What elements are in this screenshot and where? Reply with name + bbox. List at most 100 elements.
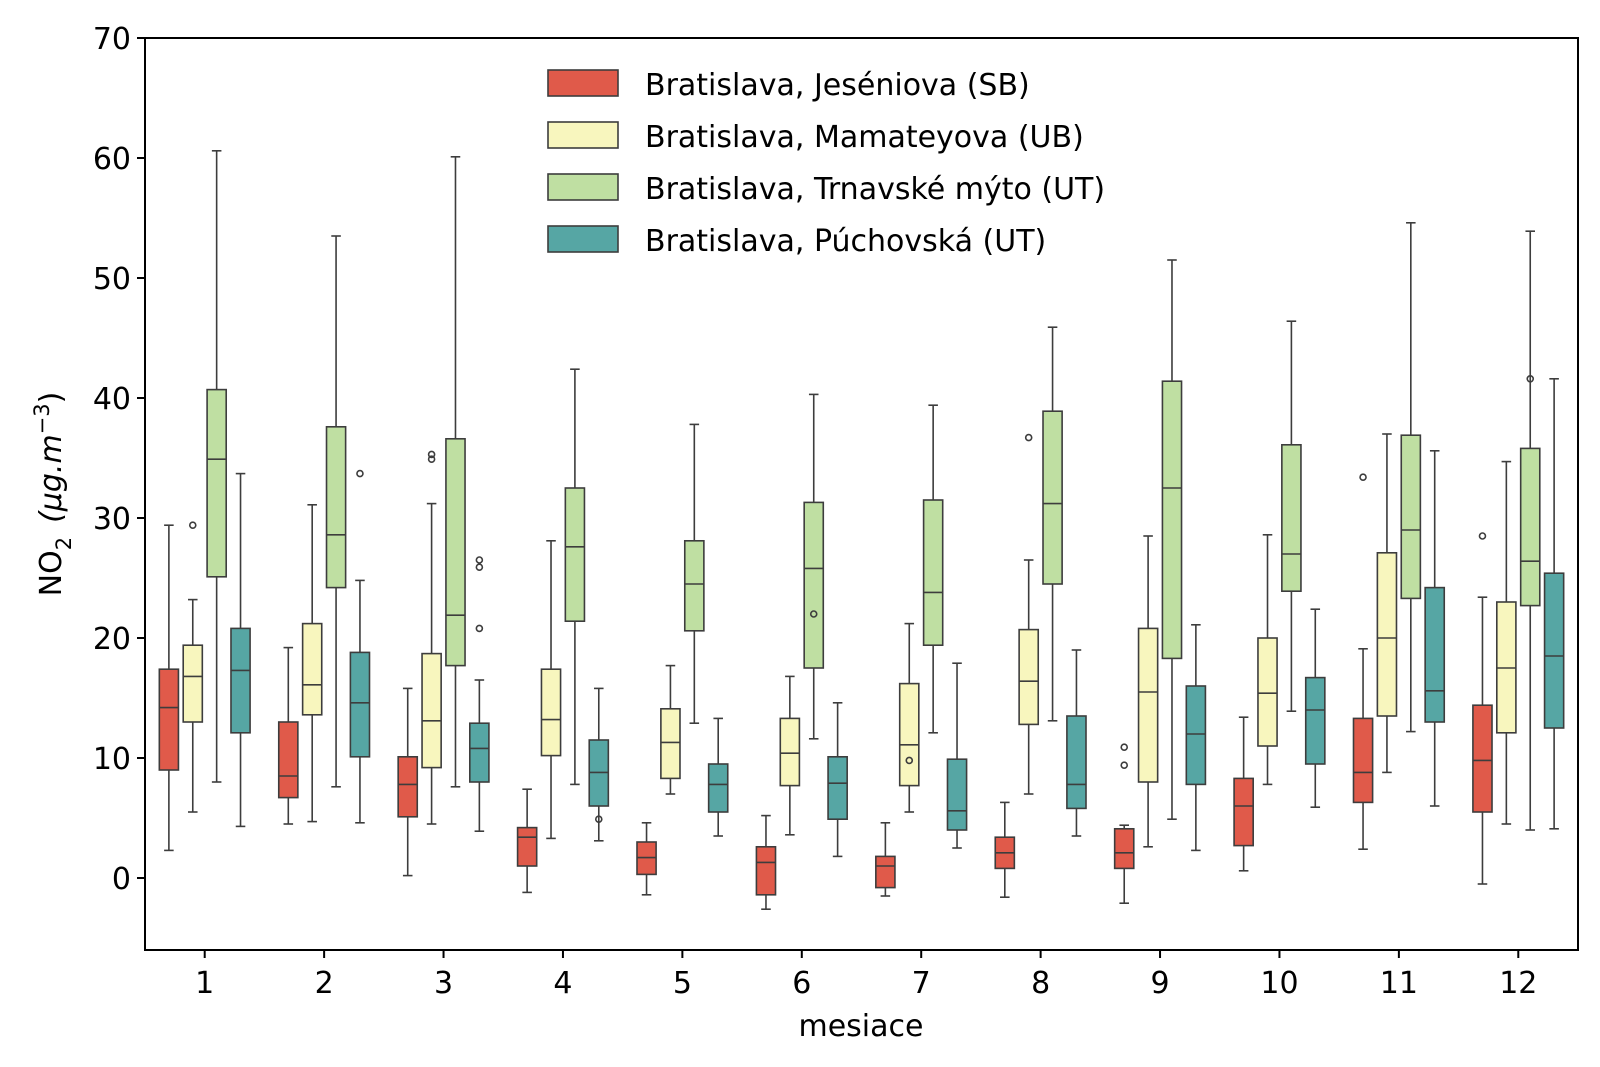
box-iqr [397, 755, 419, 818]
outlier-point [356, 469, 364, 478]
x-tick-label: 3 [434, 966, 453, 1001]
box-iqr [1376, 551, 1398, 717]
box-iqr [1257, 637, 1278, 747]
box-Bratislava, Trnavské mýto (UT)-6 [803, 393, 825, 740]
box-Bratislava, Mamateyova (UB)-5 [660, 664, 681, 795]
box-Bratislava, Trnavské mýto (UT)-12 [1519, 230, 1541, 831]
box-Bratislava, Púchovská (UT)-12 [1543, 377, 1565, 830]
box-Bratislava, Jeséniova (SB)-5 [636, 821, 657, 896]
box-Bratislava, Mamateyova (UB)-10 [1257, 533, 1278, 786]
box-iqr [1137, 627, 1159, 783]
box-iqr [803, 501, 825, 669]
x-axis-title: mesiace [799, 1009, 924, 1044]
outlier-point [809, 610, 818, 618]
x-tick-label: 1 [195, 966, 214, 1001]
box-iqr [1352, 717, 1374, 804]
box-Bratislava, Mamateyova (UB)-8 [1018, 433, 1040, 795]
box-iqr [230, 627, 251, 734]
box-Bratislava, Mamateyova (UB)-3 [421, 450, 442, 825]
box-iqr [898, 682, 920, 787]
y-tick-label: 20 [93, 622, 131, 657]
box-Bratislava, Mamateyova (UB)-4 [540, 539, 562, 840]
box-Bratislava, Púchovská (UT)-11 [1424, 449, 1446, 807]
box-Bratislava, Trnavské mýto (UT)-10 [1281, 320, 1302, 713]
x-tick-label: 4 [553, 966, 572, 1001]
outlier-point [475, 556, 484, 564]
outlier-point [1478, 532, 1487, 540]
x-tick-label: 8 [1031, 966, 1050, 1001]
outlier-point [905, 756, 914, 765]
box-Bratislava, Púchovská (UT)-6 [827, 701, 848, 858]
box-Bratislava, Trnavské mýto (UT)-1 [206, 150, 228, 783]
box-iqr [1233, 777, 1254, 847]
outlier-point [475, 624, 484, 633]
box-iqr [469, 722, 490, 783]
box-Bratislava, Mamateyova (UB)-2 [301, 503, 323, 823]
outlier-point [188, 521, 197, 530]
box-Bratislava, Púchovská (UT)-5 [707, 717, 729, 837]
box-Bratislava, Jeséniova (SB)-4 [516, 788, 538, 894]
y-tick-label: 50 [93, 262, 131, 297]
x-tick-label: 10 [1260, 966, 1298, 1001]
legend-item: Bratislava, Mamateyova (UB) [547, 120, 1084, 155]
box-iqr [1185, 685, 1207, 786]
y-axis-title-close: ) [34, 392, 69, 404]
box-Bratislava, Trnavské mýto (UT)-9 [1161, 259, 1183, 821]
box-Bratislava, Jeséniova (SB)-12 [1472, 532, 1493, 885]
box-iqr [1304, 676, 1326, 765]
y-tick-label: 0 [112, 862, 131, 897]
outlier-point [427, 455, 436, 464]
box-Bratislava, Púchovská (UT)-9 [1185, 623, 1207, 852]
plot-frame [144, 37, 1579, 951]
box-iqr [1400, 434, 1422, 600]
y-axis-title-main: NO [34, 550, 69, 596]
y-axis-title-unit: (μg.m [34, 434, 69, 523]
box-iqr [349, 651, 371, 758]
box-Bratislava, Jeséniova (SB)-3 [397, 687, 419, 877]
box-Bratislava, Púchovská (UT)-7 [946, 662, 968, 849]
y-tick-label: 10 [93, 742, 131, 777]
box-iqr [445, 437, 466, 667]
legend-item: Bratislava, Trnavské mýto (UT) [547, 172, 1105, 207]
box-Bratislava, Mamateyova (UB)-6 [779, 675, 801, 836]
box-Bratislava, Trnavské mýto (UT)-3 [445, 156, 466, 788]
x-tick-label: 11 [1380, 966, 1418, 1001]
box-iqr [564, 487, 586, 622]
box-iqr [516, 826, 538, 867]
x-tick-label: 2 [315, 966, 334, 1001]
box-iqr [946, 758, 968, 831]
x-tick-label: 5 [673, 966, 692, 1001]
box-Bratislava, Trnavské mýto (UT)-4 [564, 368, 586, 786]
y-tick-label: 30 [93, 502, 131, 537]
box-iqr [1472, 704, 1493, 813]
y-axis-title: NO2 (μg.m−3) [30, 392, 76, 597]
box-iqr [1543, 572, 1565, 729]
y-tick-label: 60 [93, 142, 131, 177]
box-Bratislava, Mamateyova (UB)-1 [182, 521, 204, 813]
outlier-point [427, 450, 436, 459]
box-Bratislava, Trnavské mýto (UT)-2 [325, 235, 347, 788]
y-axis: 0 10 20 30 40 50 60 70 [93, 22, 145, 897]
box-Bratislava, Trnavské mýto (UT)-11 [1400, 222, 1422, 733]
box-iqr [922, 499, 944, 646]
box-iqr [755, 845, 777, 896]
box-iqr [206, 388, 228, 578]
x-tick-label: 9 [1150, 966, 1169, 1001]
box-iqr [1042, 410, 1063, 585]
box-Bratislava, Púchovská (UT)-3 [469, 556, 490, 833]
outlier-point [1526, 374, 1535, 383]
legend-swatch [547, 121, 619, 149]
box-Bratislava, Púchovská (UT)-1 [230, 472, 251, 828]
box-iqr [1424, 586, 1446, 723]
box-iqr [1113, 827, 1135, 870]
box-iqr [1066, 715, 1087, 810]
box-Bratislava, Púchovská (UT)-2 [349, 469, 371, 824]
box-Bratislava, Trnavské mýto (UT)-5 [683, 423, 705, 725]
y-axis-title-sub: 2 [52, 537, 76, 550]
box-Bratislava, Jeséniova (SB)-1 [158, 524, 180, 852]
box-Bratislava, Trnavské mýto (UT)-7 [922, 404, 944, 734]
box-Bratislava, Mamateyova (UB)-7 [898, 622, 920, 813]
box-iqr [325, 425, 347, 589]
box-Bratislava, Púchovská (UT)-8 [1066, 649, 1087, 837]
outlier-point [475, 563, 484, 572]
